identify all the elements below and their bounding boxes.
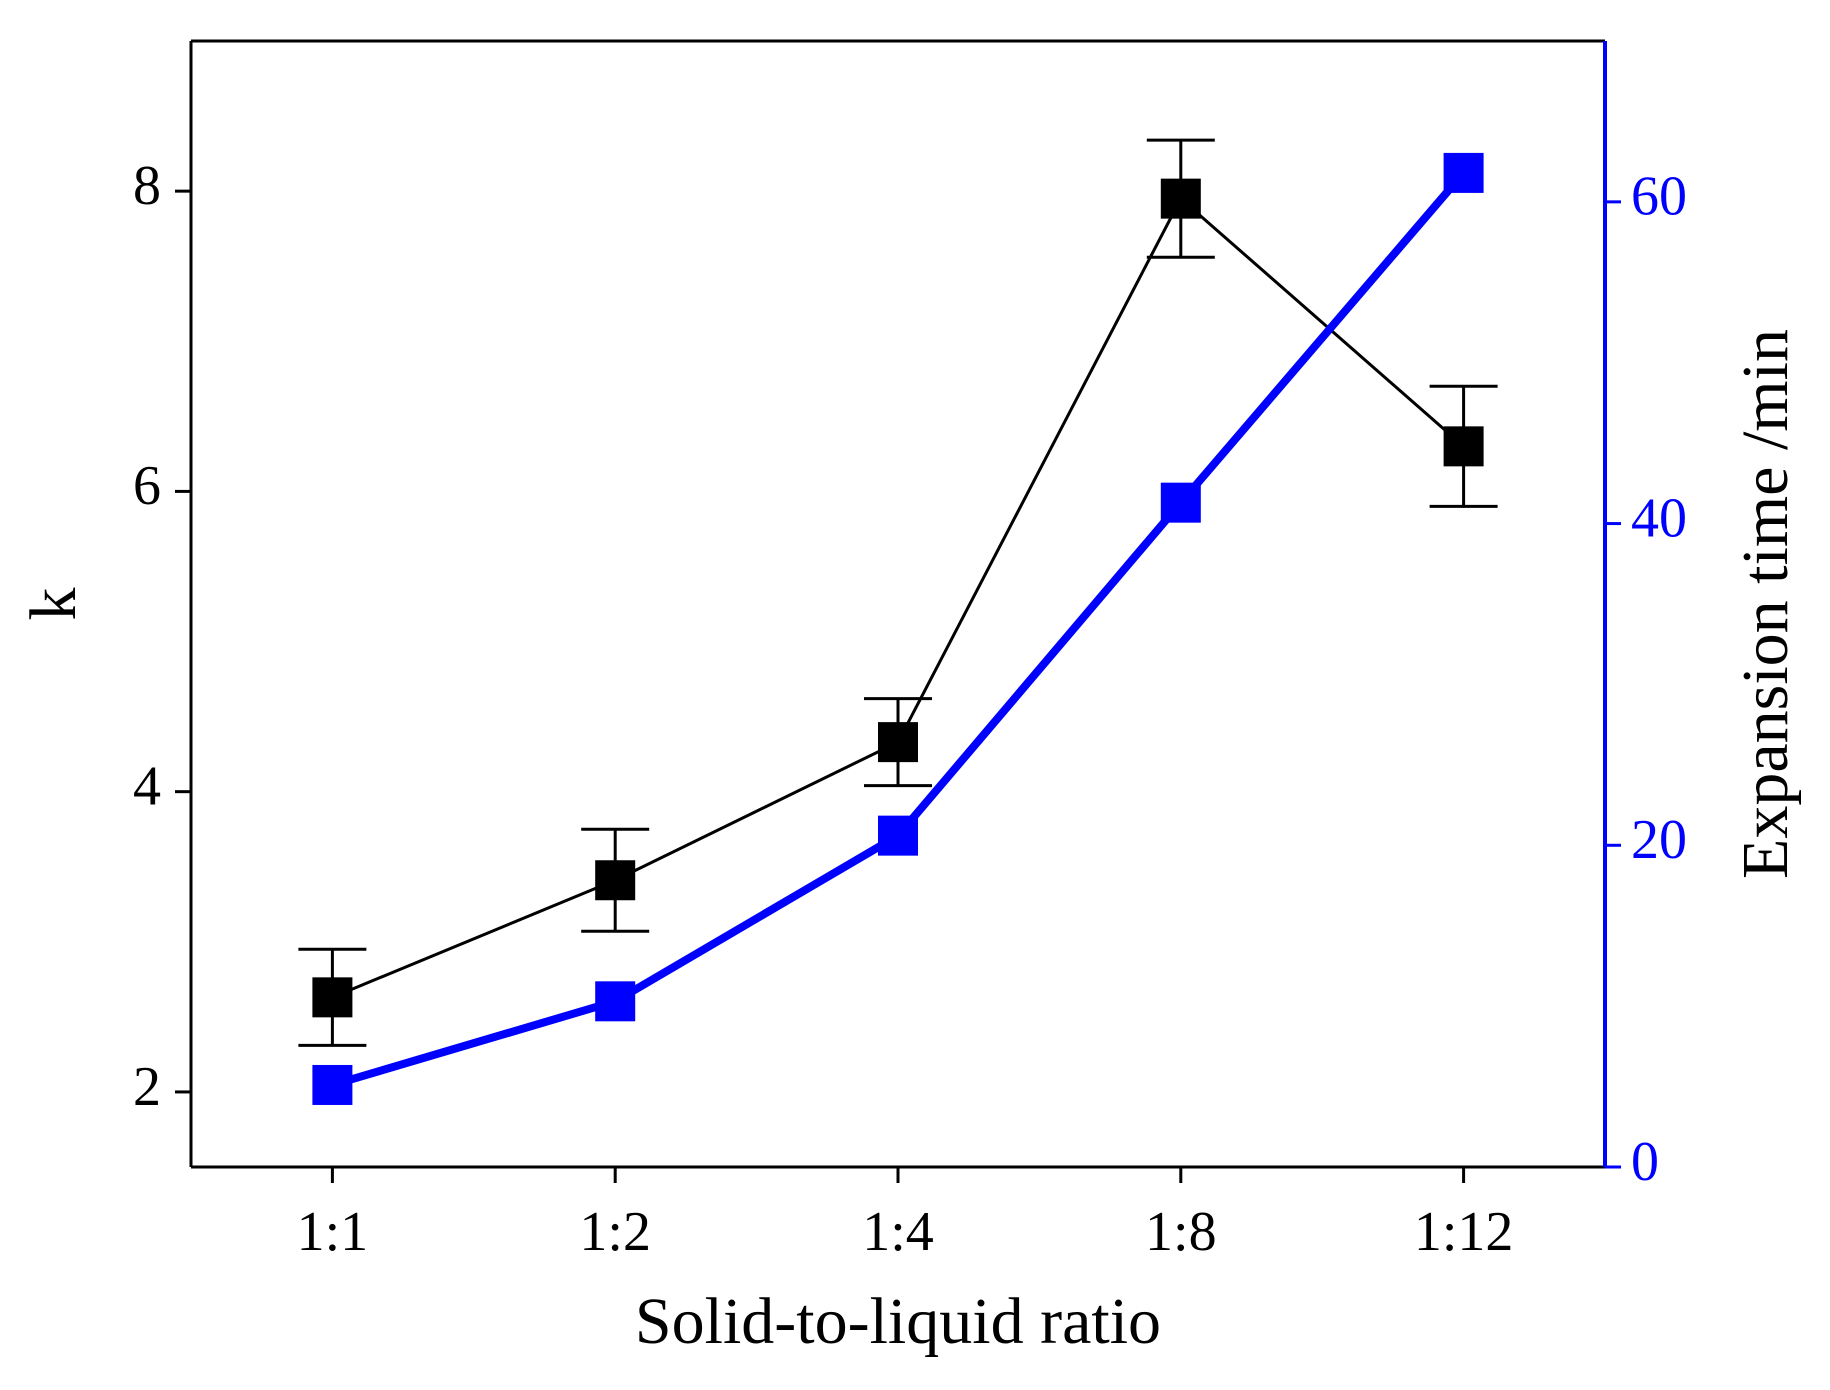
y-axis-title: k <box>17 588 90 621</box>
marker <box>1160 482 1201 523</box>
marker <box>595 981 636 1022</box>
marker <box>1160 178 1201 219</box>
y-tick-label: 8 <box>133 155 161 217</box>
marker <box>1443 426 1484 467</box>
marker <box>1443 152 1484 193</box>
y-tick-label: 6 <box>133 455 161 517</box>
x-tick-label: 1:8 <box>1145 1201 1217 1263</box>
y2-tick-label: 20 <box>1631 809 1687 871</box>
marker <box>312 977 353 1018</box>
x-axis-title: Solid-to-liquid ratio <box>635 1285 1161 1358</box>
marker <box>878 722 918 763</box>
marker <box>595 860 636 901</box>
x-tick-label: 1:4 <box>862 1201 934 1263</box>
y2-tick-label: 60 <box>1631 166 1687 228</box>
marker <box>878 815 918 856</box>
series-line <box>331 196 1465 999</box>
x-tick-label: 1:2 <box>579 1201 651 1263</box>
y2-axis-title: Expansion time /min <box>1729 329 1802 879</box>
x-tick-label: 1:12 <box>1414 1201 1514 1263</box>
y-tick-label: 4 <box>133 756 161 818</box>
y2-tick-label: 40 <box>1631 487 1687 549</box>
y-tick-label: 2 <box>133 1056 161 1118</box>
x-tick-label: 1:1 <box>297 1201 369 1263</box>
y2-tick-label: 0 <box>1631 1131 1659 1193</box>
series-line <box>331 170 1467 1089</box>
marker <box>312 1064 353 1105</box>
